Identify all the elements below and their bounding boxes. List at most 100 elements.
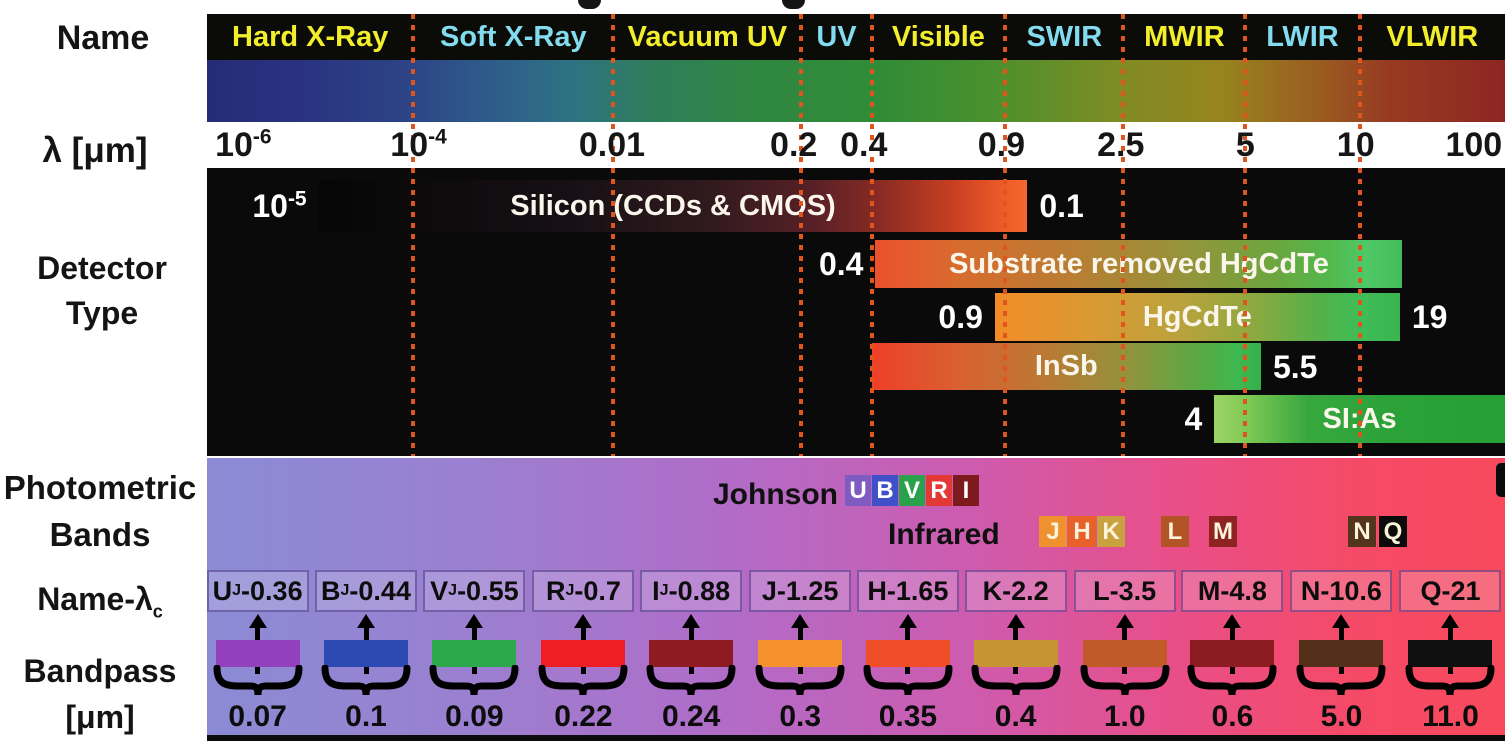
dotted-gridline	[411, 14, 416, 456]
wavelength-tick: 10-6	[215, 125, 272, 164]
wavelength-tick: 2.5	[1097, 126, 1145, 164]
row-label-bandpass-line2: [μm]	[65, 699, 135, 735]
band-name-box: V J -0.55	[423, 570, 526, 612]
panel-bottom-strip	[207, 735, 1505, 741]
row-label-detector-line1: Detector	[37, 250, 167, 286]
infrared-band-chip: L	[1161, 516, 1189, 547]
up-arrow-icon	[898, 614, 917, 628]
underbrace-icon	[646, 665, 736, 696]
detector-cutoff-label: 0.1	[1039, 188, 1084, 224]
infrared-band-chip: J	[1039, 516, 1067, 547]
up-arrow-icon	[465, 614, 484, 628]
up-arrow-icon	[1006, 614, 1025, 628]
spectral-band-name: MWIR	[1144, 20, 1225, 53]
band-name-box: R J -0.7	[532, 570, 635, 612]
detector-cuton-label: 10-5	[252, 187, 307, 224]
dotted-gridline	[869, 14, 874, 456]
detector-cutoff-label: 5.5	[1272, 348, 1318, 385]
row-label-photometric-line2: Bands	[49, 516, 151, 553]
detector-bar: Silicon (CCDs & CMOS)	[318, 180, 1028, 232]
bandpass-bar	[1408, 640, 1493, 667]
up-arrow-icon	[682, 614, 701, 628]
row-label-bandpass: Bandpass [μm]	[15, 648, 185, 740]
johnson-label: Johnson	[713, 478, 838, 511]
detector-cuton-label: 4	[1184, 401, 1203, 437]
bandpass-value: 0.22	[554, 700, 613, 733]
up-arrow-icon	[791, 614, 810, 628]
bandpass-bar	[541, 640, 626, 667]
bandpass-value: 0.35	[878, 700, 938, 733]
row-label-detector-line2: Type	[65, 295, 139, 331]
band-name-box: I J -0.88	[640, 570, 743, 612]
row-label-name-lambda-c: Name-λc	[25, 578, 175, 624]
underbrace-icon	[1080, 665, 1170, 696]
row-label-detector-type: Detector Type	[12, 246, 192, 336]
spectral-band-name: Soft X-Ray	[440, 20, 587, 53]
bandpass-bar	[1082, 640, 1167, 667]
bandpass-bar	[1299, 640, 1384, 667]
underbrace-icon	[1405, 665, 1495, 696]
underbrace-icon	[429, 665, 519, 696]
underbrace-icon	[321, 665, 411, 696]
johnson-band-chip: B	[872, 475, 898, 506]
dotted-gridline	[1003, 14, 1008, 456]
bandpass-value: 0.1	[345, 700, 387, 733]
spectral-band-name: Visible	[891, 20, 985, 53]
underbrace-icon	[755, 665, 845, 696]
wavelength-scale: 10-6 10-4 0.01 0.2 0.4 0.9 2.5 5 10 100	[207, 122, 1505, 168]
wavelength-tick: 100	[1445, 126, 1503, 164]
infrared-band-chip: Q	[1379, 516, 1407, 547]
dotted-gridline	[1243, 14, 1248, 456]
up-arrow-icon	[248, 614, 267, 628]
up-arrow-icon	[357, 614, 375, 628]
spectrum-gradient-bar	[207, 60, 1505, 122]
dotted-gridline	[611, 14, 616, 456]
detector-cutoff-label: 19	[1411, 299, 1448, 335]
band-name-box: L-3.5	[1073, 570, 1176, 612]
band-name-box: U J -0.36	[207, 570, 309, 612]
bandpass-bar	[973, 640, 1058, 667]
row-label-name: Name	[56, 19, 150, 57]
detector-cuton-label: 0.9	[938, 299, 983, 335]
wavelength-tick: 5	[1235, 126, 1255, 164]
johnson-band-chip: I	[953, 475, 979, 506]
bandpass-bar	[758, 640, 843, 667]
wavelength-tick: 10	[1336, 126, 1375, 164]
johnson-band-chip: R	[926, 475, 952, 506]
cropped-text-remnant	[578, 0, 601, 9]
dotted-gridline	[1121, 14, 1126, 456]
bandpass-bar	[865, 640, 950, 667]
up-arrow-icon	[1332, 614, 1351, 628]
band-name-box: M-4.8	[1181, 570, 1284, 612]
infrared-band-chip: K	[1097, 516, 1125, 547]
underbrace-icon	[213, 665, 303, 696]
bandpass-value: 5.0	[1320, 700, 1363, 733]
spectral-band-name: Vacuum UV	[627, 20, 788, 53]
photometric-bands-panel: Johnson Infrared U B V R I J H K L M N Q U J -0.36 0.07…	[207, 458, 1505, 741]
band-name-box: H-1.65	[856, 570, 959, 612]
bandpass-bar	[432, 640, 517, 667]
wavelength-tick: 0.9	[977, 126, 1026, 164]
row-label-photometric-line1: Photometric	[3, 469, 197, 506]
bandpass-value: 0.6	[1211, 700, 1254, 733]
spectral-band-name-row: Hard X-Ray Soft X-Ray Vacuum UV UV Visible SW…	[207, 14, 1505, 60]
spectral-band-name: Hard X-Ray	[232, 20, 389, 53]
cropped-text-remnant	[782, 0, 805, 9]
infrared-band-chip: H	[1068, 516, 1096, 547]
band-name-box: B J -0.44	[315, 570, 417, 612]
johnson-band-chip: U	[845, 475, 871, 506]
underbrace-icon	[538, 665, 628, 696]
band-name-box: J-1.25	[749, 570, 852, 612]
spectral-band-name: LWIR	[1266, 20, 1339, 53]
wavelength-tick: 0.4	[840, 126, 888, 164]
up-arrow-icon	[574, 614, 593, 628]
bandpass-bar	[649, 640, 734, 667]
dotted-gridline	[799, 14, 804, 456]
bandpass-bar	[1190, 640, 1275, 667]
wavelength-tick: 0.01	[578, 126, 646, 164]
band-name-box: N-10.6	[1290, 570, 1393, 612]
row-label-wavelength: λ [μm]	[42, 131, 148, 170]
johnson-band-chip: V	[899, 475, 925, 506]
bandpass-bar	[324, 640, 408, 667]
infrared-band-chip: N	[1348, 516, 1376, 547]
